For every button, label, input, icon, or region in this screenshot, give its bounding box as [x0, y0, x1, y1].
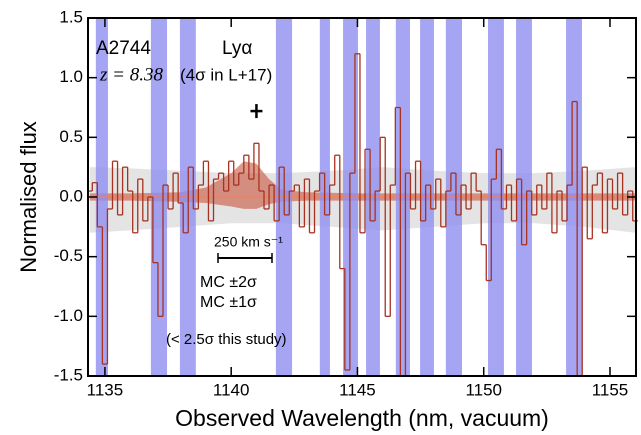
y-tick-label: 0.5	[59, 127, 83, 146]
y-axis-label: Normalised flux	[16, 121, 41, 273]
mc-1sigma-label: MC ±1σ	[200, 294, 257, 311]
mc-2sigma-label: MC ±2σ	[200, 274, 257, 291]
line-label: Lyα	[222, 38, 252, 59]
scale-label: 250 km s⁻¹	[214, 234, 283, 250]
x-tick-label: 1140	[213, 380, 250, 399]
plot-area	[87, 18, 638, 377]
x-axis-label: Observed Wavelength (nm, vacuum)	[175, 405, 549, 431]
y-tick-label: 0.0	[59, 186, 83, 205]
y-tick-label: 1.5	[59, 7, 83, 26]
y-tick-label: -0.5	[54, 246, 83, 265]
redshift-label: z = 8.38	[99, 64, 163, 85]
spectrum-connector	[91, 53, 634, 376]
x-tick-label: 1135	[87, 380, 124, 399]
result-label: (< 2.5σ this study)	[166, 331, 287, 348]
y-tick-label: 1.0	[59, 67, 83, 86]
y-tick-label: -1.0	[54, 306, 83, 325]
previous-label: (4σ in L+17)	[180, 65, 272, 84]
marker	[250, 104, 263, 119]
x-tick-label: 1155	[592, 380, 629, 399]
x-tick-label: 1150	[465, 380, 502, 399]
x-tick-label: 1145	[339, 380, 376, 399]
y-tick-label: -1.5	[54, 365, 83, 384]
field-label: A2744	[96, 38, 151, 59]
